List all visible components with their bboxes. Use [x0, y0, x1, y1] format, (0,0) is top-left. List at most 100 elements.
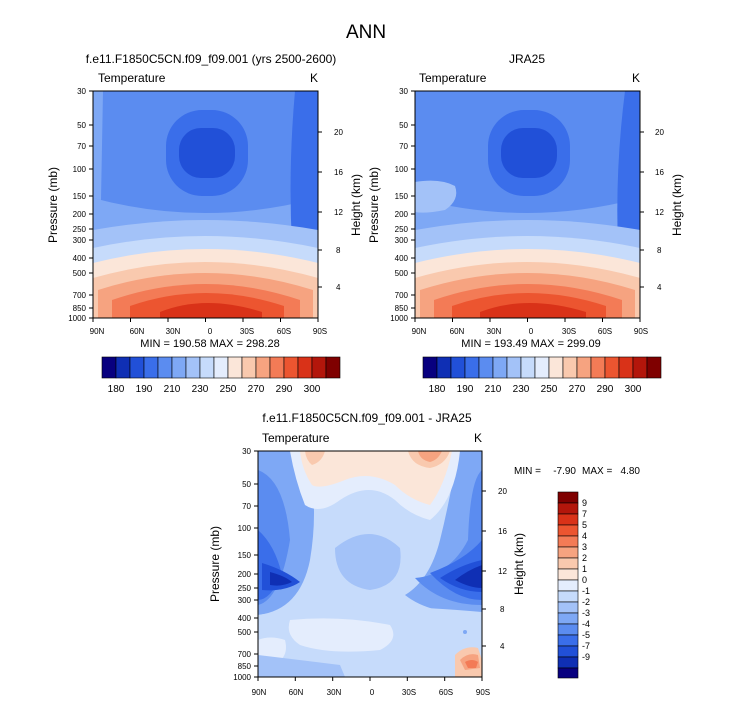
panel-obs: JRA25 Temperature K 30 50 70 — [367, 52, 684, 395]
colorbar-swatch — [436, 356, 452, 379]
panel-diff-y-tick: 250 — [238, 584, 252, 593]
colorbar-swatch — [157, 356, 173, 379]
panel-model-colorbar: 180 190 210 230 250 270 290 300 — [101, 356, 341, 395]
panel-obs-y-tick: 50 — [399, 121, 408, 130]
panel-obs-y-tick: 100 — [395, 165, 409, 174]
panel-diff-x-tick: 60S — [439, 688, 453, 697]
panel-diff-y-tick: 150 — [238, 551, 252, 560]
colorbar-swatch — [464, 356, 480, 379]
colorbar-label: 3 — [582, 542, 587, 552]
panel-obs-y-tick: 850 — [395, 304, 409, 313]
panel-model-title: f.e11.F1850C5CN.f09_f09.001 (yrs 2500-26… — [86, 52, 337, 66]
colorbar-label: -2 — [582, 597, 590, 607]
figure-title: ANN — [346, 22, 386, 43]
panel-obs-y-tick: 700 — [395, 291, 409, 300]
panel-model-y-tick: 400 — [73, 254, 87, 263]
panel-diff-height-tick: 8 — [500, 605, 505, 614]
colorbar-label: 230 — [513, 384, 530, 395]
panel-obs-height-tick: 16 — [655, 168, 664, 177]
panel-obs-height-tick: 4 — [657, 283, 662, 292]
colorbar-label: 4 — [582, 531, 587, 541]
panel-model-height-tick: 16 — [334, 168, 343, 177]
panel-diff-x-tick: 90S — [476, 688, 490, 697]
colorbar-swatch — [492, 356, 508, 379]
panel-model-x-tick: 90N — [90, 327, 105, 336]
panel-diff-max-label: MAX = — [582, 466, 612, 477]
colorbar-swatch — [325, 356, 341, 379]
panel-model: f.e11.F1850C5CN.f09_f09.001 (yrs 2500-26… — [46, 52, 363, 395]
panel-obs-y-tick: 400 — [395, 254, 409, 263]
panel-diff-title: f.e11.F1850C5CN.f09_f09.001 - JRA25 — [262, 411, 472, 425]
colorbar-label: -9 — [582, 652, 590, 662]
colorbar-swatch — [129, 356, 145, 379]
panel-diff-colorbar: 9 7 5 4 3 2 1 0 -1 -2 -3 -4 -5 -7 -9 — [557, 491, 590, 679]
panel-model-y-tick: 200 — [73, 210, 87, 219]
panel-model-height-tick: 8 — [336, 246, 341, 255]
panel-model-x-tick: 60S — [277, 327, 291, 336]
colorbar-swatch — [618, 356, 634, 379]
panel-diff-y-tick: 100 — [238, 524, 252, 533]
colorbar-swatch — [311, 356, 327, 379]
panel-model-y-tick: 150 — [73, 192, 87, 201]
colorbar-label: 300 — [304, 384, 321, 395]
colorbar-label: -7 — [582, 641, 590, 651]
panel-obs-title: JRA25 — [509, 52, 545, 66]
colorbar-label: -3 — [582, 608, 590, 618]
panel-obs-height-tick: 20 — [655, 128, 664, 137]
colorbar-swatch — [557, 579, 579, 592]
colorbar-label: 250 — [541, 384, 558, 395]
colorbar-label: 270 — [569, 384, 586, 395]
panel-obs-y-tick: 1000 — [390, 314, 408, 323]
panel-diff-height-tick: 20 — [498, 487, 507, 496]
colorbar-label: 190 — [136, 384, 153, 395]
panel-obs-x-tick: 60S — [598, 327, 612, 336]
colorbar-swatch — [557, 590, 579, 603]
panel-diff-x-tick: 60N — [289, 688, 304, 697]
colorbar-swatch — [241, 356, 257, 379]
panel-obs-x-tick: 60N — [450, 327, 465, 336]
colorbar-swatch — [534, 356, 550, 379]
panel-model-y-tick: 250 — [73, 225, 87, 234]
panel-model-variable: Temperature — [98, 71, 166, 85]
panel-model-y-tick: 700 — [73, 291, 87, 300]
panel-diff-x-tick: 0 — [370, 688, 375, 697]
panel-model-minmax: MIN = 190.58 MAX = 298.28 — [140, 338, 279, 350]
colorbar-swatch — [199, 356, 215, 379]
panel-obs-x-tick: 30S — [562, 327, 576, 336]
panel-model-units: K — [310, 71, 318, 85]
colorbar-swatch — [269, 356, 285, 379]
panel-model-x-tick: 30S — [240, 327, 254, 336]
panel-diff-y-tick: 70 — [242, 502, 251, 511]
panel-model-y-tick: 70 — [77, 142, 86, 151]
panel-obs-y-tick: 70 — [399, 142, 408, 151]
panel-model-ylabel-right: Height (km) — [349, 174, 363, 236]
colorbar-label: 210 — [485, 384, 502, 395]
colorbar-swatch — [171, 356, 187, 379]
panel-obs-x-tick: 30N — [487, 327, 502, 336]
colorbar-swatch — [557, 502, 579, 515]
colorbar-swatch — [297, 356, 313, 379]
colorbar-swatch — [576, 356, 592, 379]
colorbar-swatch — [213, 356, 229, 379]
colorbar-swatch — [520, 356, 536, 379]
panel-diff-max-value: 4.80 — [621, 466, 641, 477]
panel-model-x-tick: 30N — [166, 327, 181, 336]
colorbar-swatch — [557, 546, 579, 559]
panel-diff-height-tick: 12 — [498, 567, 507, 576]
panel-model-x-tick: 90S — [313, 327, 327, 336]
panel-diff-y-tick: 700 — [238, 650, 252, 659]
panel-model-y-tick: 850 — [73, 304, 87, 313]
panel-obs-colorbar: 180 190 210 230 250 270 290 300 — [422, 356, 662, 395]
colorbar-swatch — [557, 568, 579, 581]
panel-diff-y-tick: 850 — [238, 662, 252, 671]
panel-obs-y-tick: 30 — [399, 87, 408, 96]
panel-obs-x-tick: 0 — [529, 327, 534, 336]
colorbar-swatch — [143, 356, 159, 379]
panel-diff-y-ticks: 30 50 70 100 150 200 250 300 400 500 700… — [233, 447, 258, 682]
colorbar-swatch — [557, 645, 579, 658]
panel-diff-ylabel: Pressure (mb) — [208, 526, 222, 602]
panel-diff-min-label: MIN = — [514, 466, 541, 477]
colorbar-swatch — [557, 634, 579, 647]
colorbar-swatch — [478, 356, 494, 379]
